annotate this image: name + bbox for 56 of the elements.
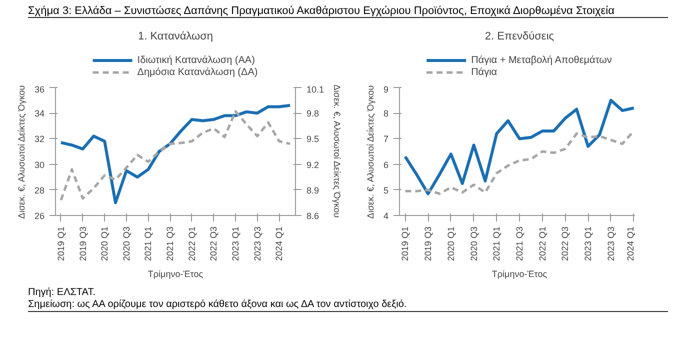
text: Σχήμα 3: Ελλάδα – Συνιστώσες Δαπάνης Πραγματικού Ακαθάριστου Εγχώριου Προϊόντος, Εποχικά Διορθωμένα Στοιχεία: [28, 5, 614, 17]
x-tick-label: 2023 Q3: [606, 226, 616, 262]
y-tick-label: 26: [34, 211, 45, 221]
y-tick-label: 7: [383, 134, 389, 144]
x-tick-label: 2024 Q1: [626, 226, 636, 262]
y-tick-label: 36: [34, 84, 45, 94]
x-tick-label: 2020 Q3: [121, 226, 132, 262]
x-tick-label: 2023 Q1: [230, 226, 240, 262]
x-tick-label: 2019 Q1: [56, 226, 66, 262]
x-tick-label: 2019 Q3: [78, 226, 88, 262]
x-tick-label: 2021 Q1: [492, 226, 502, 262]
x-tick-label: 2022 Q1: [537, 226, 548, 262]
y-tick-label: 8: [383, 108, 389, 119]
x-tick-label: 2022 Q3: [208, 226, 219, 262]
y-tick-label: 6: [383, 160, 389, 170]
x-tick-label: 2019 Q1: [400, 226, 410, 262]
y-tick-label: 32: [34, 134, 45, 144]
y-tick-label: 28: [34, 185, 45, 196]
y-tick-label: 34: [34, 108, 45, 119]
x-tick-label: 2024 Q1: [274, 226, 284, 262]
x-tick-label: 2019 Q3: [423, 226, 434, 262]
x-tick-label: 2021 Q3: [165, 226, 176, 262]
x-tick-label: 2022 Q1: [186, 226, 197, 262]
chart-subtitle: 1. Κατανάλωση: [138, 30, 214, 42]
x-tick-label: 2020 Q1: [446, 226, 456, 262]
y2-tick-label: 8.6: [306, 211, 320, 221]
y-tick-label: 9: [383, 84, 389, 94]
x-tick-label: 2022 Q3: [560, 226, 570, 262]
y-axis-title: Δισεκ. €, Αλυσωτοί Δείκτες Όγκου: [365, 85, 376, 219]
y2-axis-title: Δισεκ. €, Αλυσωτοί Δείκτες Όγκου: [332, 84, 342, 218]
legend-label: Πάγια + Μεταβολή Αποθεμάτων: [471, 54, 612, 66]
x-tick-label: 2021 Q3: [514, 226, 524, 262]
line-series: [404, 98, 635, 196]
y2-tick-label: 10.1: [306, 84, 324, 94]
y2-tick-label: 9.2: [306, 160, 320, 170]
y2-tick-label: 9.5: [306, 134, 320, 144]
x-tick-label: 2023 Q1: [583, 226, 594, 262]
legend-label: Πάγια: [471, 66, 498, 78]
y-axis-title: Δισεκ. €, Αλυσωτοί Δείκτες Όγκου: [16, 85, 26, 219]
y-tick-label: 4: [383, 211, 389, 221]
x-axis-title: Τρίμηνο-Έτος: [148, 269, 204, 280]
y-tick-label: 30: [34, 160, 45, 170]
chart-subtitle: 2. Επενδύσεις: [484, 30, 554, 42]
text: Πηγή: ΕΛΣΤΑΤ.: [28, 287, 96, 298]
x-tick-label: 2020 Q1: [100, 226, 110, 262]
x-tick-label: 2021 Q1: [143, 226, 154, 262]
text: Σημείωση: ως ΑΑ ορίζουμε τον αριστερό κάθετο άξονα και ως ΔΑ τον αντίστοιχο δεξιό.: [28, 299, 407, 310]
y2-tick-label: 9.8: [306, 108, 320, 119]
legend-label: Ιδιωτική Κατανάλωση (ΑΑ): [137, 54, 255, 66]
legend-label: Δημόσια Κατανάλωση (ΔΑ): [137, 66, 258, 78]
x-axis-title: Τρίμηνο-Έτος: [492, 269, 548, 280]
y-tick-label: 5: [383, 185, 389, 196]
line-series: [404, 130, 635, 195]
x-tick-label: 2020 Q3: [468, 226, 479, 262]
x-tick-label: 2023 Q3: [252, 226, 262, 262]
y2-tick-label: 8.9: [306, 185, 320, 196]
